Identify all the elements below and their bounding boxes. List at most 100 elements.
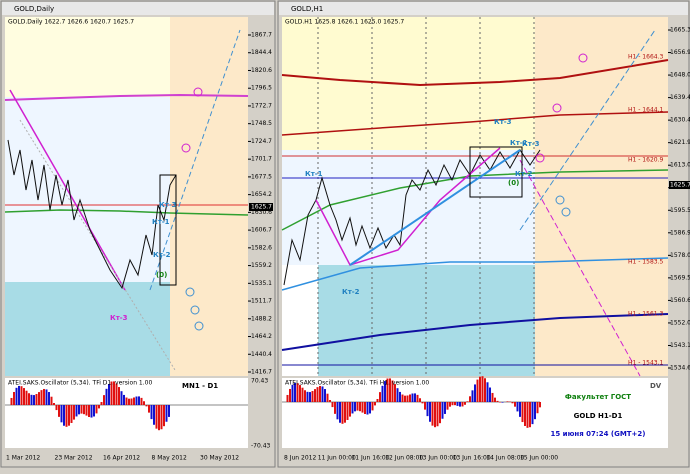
- date-label: 13 Jun 16:00: [453, 455, 491, 462]
- osc-bar: [33, 395, 35, 405]
- osc-bar: [131, 398, 133, 405]
- osc-bar: [332, 402, 334, 407]
- osc-bar: [334, 402, 336, 414]
- osc-bar: [66, 405, 68, 427]
- osc-bar: [71, 405, 73, 423]
- date-label: 14 Jun 08:00: [486, 455, 524, 462]
- osc-bar: [517, 402, 519, 411]
- osc-bar: [402, 395, 404, 402]
- price-label: 1844.4: [251, 49, 272, 56]
- osc-bar: [497, 401, 499, 402]
- level-label: H1 - 1644.1: [628, 107, 663, 114]
- price-label: 1656.9: [670, 49, 690, 56]
- price-label: 1464.2: [251, 333, 272, 340]
- osc-bar: [123, 395, 125, 405]
- osc-bar: [469, 396, 471, 402]
- osc-axis-label: -70.43: [251, 443, 271, 450]
- date-label: 23 Mar 2012: [55, 455, 93, 462]
- osc-bar: [86, 405, 88, 416]
- price-label: 1595.5: [670, 207, 690, 214]
- osc-bar: [337, 402, 339, 419]
- osc-bar: [128, 399, 130, 405]
- osc-bar: [73, 405, 75, 420]
- window-title: GOLD,Daily: [14, 5, 54, 13]
- osc-bar: [484, 378, 486, 402]
- osc-bar: [472, 390, 474, 402]
- osc-bar: [409, 394, 411, 402]
- date-label: 30 May 2012: [200, 455, 239, 462]
- osc-bar: [442, 402, 444, 419]
- annotation: Кт-2: [153, 251, 171, 259]
- osc-bar: [93, 405, 95, 416]
- osc-bar: [407, 395, 409, 402]
- price-label: 1613.0: [670, 162, 690, 169]
- osc-bar: [462, 402, 464, 406]
- osc-bar: [479, 377, 481, 402]
- osc-bar: [81, 405, 83, 414]
- osc-bar: [168, 405, 170, 417]
- zone: [5, 282, 170, 376]
- osc-bar: [359, 402, 361, 411]
- price-label: 1748.5: [251, 120, 272, 127]
- annotation: Кт-3: [494, 118, 512, 126]
- price-label: 1559.2: [251, 262, 272, 269]
- osc-bar: [352, 402, 354, 413]
- osc-bar: [317, 387, 319, 402]
- osc-bar: [18, 386, 20, 405]
- osc-bar: [342, 402, 344, 424]
- osc-bar: [417, 395, 419, 402]
- price-label: 1488.2: [251, 315, 272, 322]
- title-bar[interactable]: [279, 2, 688, 15]
- price-label: 1867.7: [251, 32, 272, 39]
- price-label: 1586.9: [670, 229, 690, 236]
- osc-bar: [382, 386, 384, 402]
- price-label: 1621.9: [670, 139, 690, 146]
- date-label: 11 Jun 00:00: [318, 455, 356, 462]
- price-label: 1440.4: [251, 351, 272, 358]
- osc-bar: [36, 394, 38, 405]
- price-label: 1701.7: [251, 156, 272, 163]
- osc-bar: [289, 389, 291, 402]
- osc-bar: [322, 386, 324, 402]
- osc-bar: [354, 402, 356, 411]
- osc-bar: [58, 405, 60, 417]
- osc-bar: [158, 405, 160, 430]
- price-label: 1654.2: [251, 191, 272, 198]
- osc-bar: [76, 405, 78, 416]
- osc-bar: [307, 392, 309, 402]
- osc-bar: [309, 392, 311, 402]
- osc-bar: [437, 402, 439, 426]
- osc-bar: [522, 402, 524, 422]
- price-label: 1796.5: [251, 85, 272, 92]
- price-label: 1569.5: [670, 274, 690, 281]
- price-label: 1511.7: [251, 298, 272, 305]
- price-label: 1543.1: [670, 342, 690, 349]
- osc-bar: [292, 385, 294, 402]
- level-label: H1 - 1543.1: [628, 360, 663, 367]
- osc-bar: [156, 405, 158, 429]
- osc-bar: [98, 405, 100, 408]
- osc-bar: [121, 391, 123, 405]
- osc-bar: [429, 402, 431, 422]
- osc-bar: [397, 388, 399, 402]
- annotation: (0): [508, 179, 519, 187]
- frame-label: MN1 - D1: [182, 382, 218, 390]
- osc-bar: [106, 389, 108, 405]
- annotation: Кт-3: [159, 201, 177, 209]
- osc-bar: [489, 388, 491, 402]
- osc-bar: [482, 376, 484, 402]
- osc-bar: [96, 405, 98, 413]
- osc-bar: [21, 386, 23, 405]
- osc-bar: [148, 405, 150, 413]
- osc-bar: [136, 397, 138, 405]
- osc-bar: [419, 398, 421, 402]
- osc-bar: [404, 396, 406, 402]
- price-label: 1648.0: [670, 72, 690, 79]
- osc-bar: [118, 387, 120, 405]
- osc-bar: [487, 382, 489, 402]
- osc-bar: [369, 402, 371, 413]
- price-label: 1772.7: [251, 102, 272, 109]
- osc-bar: [494, 398, 496, 402]
- price-label: 1416.7: [251, 369, 272, 376]
- level-label: H1 - 1583.5: [628, 259, 663, 266]
